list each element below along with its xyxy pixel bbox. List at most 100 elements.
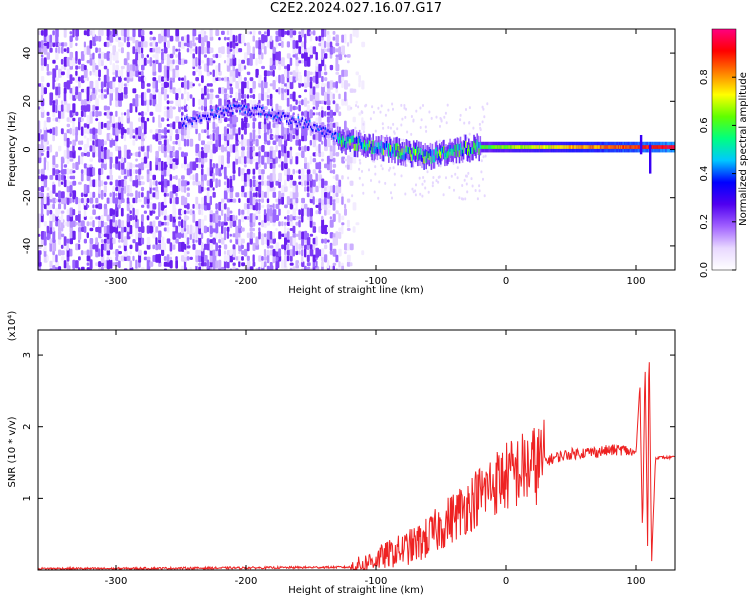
noise-cell	[292, 215, 297, 221]
noise-cell	[326, 138, 331, 147]
ridge-core-cell	[582, 145, 584, 149]
ridge-core-cell	[570, 145, 572, 149]
noise-cell	[106, 249, 111, 256]
noise-cell	[335, 81, 338, 89]
ridge-core-cell	[484, 145, 487, 149]
noise-cell	[229, 95, 233, 98]
noise-cell	[178, 226, 181, 233]
noise-cell	[112, 45, 116, 56]
ridge-core-cell	[431, 150, 434, 157]
noise-cell	[69, 127, 72, 135]
noise-cell	[298, 34, 302, 43]
noise-cell	[212, 191, 216, 198]
noise-cell	[212, 253, 217, 264]
noise-cell	[118, 116, 121, 123]
ridge-core-cell	[563, 145, 566, 149]
noise-cell	[420, 118, 423, 122]
ridge-core-cell	[397, 152, 399, 159]
noise-cell	[161, 29, 164, 36]
noise-cell	[335, 88, 338, 93]
ridge-core-cell	[462, 146, 465, 154]
noise-cell	[58, 198, 62, 203]
noise-cell	[476, 197, 479, 201]
ridge-core-cell	[412, 146, 415, 154]
ridge-core-cell	[653, 145, 655, 149]
noise-cell	[183, 75, 187, 83]
noise-cell	[66, 103, 71, 113]
ridge-core-cell	[310, 125, 312, 129]
ridge-core-cell	[661, 145, 664, 149]
noise-cell	[169, 109, 173, 119]
noise-cell	[266, 98, 270, 106]
noise-cell	[172, 184, 177, 194]
noise-cell	[206, 93, 210, 100]
noise-cell	[272, 140, 277, 145]
noise-cell	[346, 198, 351, 203]
noise-cell	[78, 230, 82, 240]
noise-cell	[38, 261, 42, 267]
noise-cell	[129, 250, 132, 255]
noise-cell	[321, 110, 324, 118]
noise-cell	[69, 150, 73, 158]
noise-cell	[252, 80, 256, 89]
noise-cell	[38, 132, 41, 142]
noise-cell	[269, 64, 274, 71]
noise-cell	[78, 65, 81, 70]
ridge-core-cell	[220, 112, 223, 115]
noise-cell	[346, 254, 351, 263]
noise-cell	[380, 164, 383, 168]
noise-cell	[49, 219, 53, 228]
noise-cell	[335, 152, 340, 157]
noise-cell	[212, 121, 216, 130]
noise-cell	[249, 77, 254, 82]
noise-cell	[206, 190, 210, 200]
ridge-core-cell	[285, 114, 287, 118]
noise-cell	[301, 249, 304, 257]
noise-cell	[321, 36, 324, 41]
noise-cell	[175, 192, 178, 197]
noise-cell	[80, 169, 84, 174]
noise-cell	[78, 256, 81, 261]
ridge-core-cell	[327, 129, 330, 132]
noise-cell	[161, 221, 165, 226]
noise-cell	[100, 29, 104, 36]
ridge-core-cell	[235, 104, 237, 108]
noise-cell	[115, 51, 119, 61]
noise-cell	[445, 176, 447, 180]
noise-cell	[46, 208, 50, 216]
noise-cell	[355, 100, 358, 104]
noise-cell	[63, 139, 68, 146]
ridge-core-cell	[427, 151, 430, 158]
noise-cell	[304, 126, 308, 136]
noise-cell	[243, 93, 247, 99]
ridge-core-cell	[355, 136, 358, 144]
noise-cell	[295, 201, 298, 211]
noise-cell	[80, 126, 84, 136]
ridge-core-cell	[356, 144, 359, 151]
ridge-core-cell	[191, 122, 193, 125]
noise-cell	[226, 226, 230, 233]
noise-cell	[60, 256, 65, 261]
ridge-core-cell	[470, 147, 472, 154]
noise-cell	[120, 42, 124, 47]
noise-cell	[355, 104, 357, 107]
noise-cell	[198, 83, 201, 87]
ridge-core-cell	[352, 135, 355, 143]
ridge-core-cell	[251, 106, 254, 110]
noise-cell	[263, 256, 267, 261]
noise-cell	[138, 254, 142, 263]
noise-cell	[315, 162, 319, 170]
noise-cell	[235, 42, 239, 47]
noise-cell	[355, 71, 359, 76]
noise-cell	[38, 83, 42, 87]
ridge-core-cell	[628, 145, 630, 149]
noise-cell	[169, 77, 173, 81]
noise-cell	[306, 232, 309, 238]
noise-cell	[123, 83, 128, 87]
noise-cell	[209, 254, 214, 263]
noise-cell	[112, 29, 116, 37]
noise-cell	[143, 210, 147, 214]
ridge-core-cell	[287, 114, 289, 118]
noise-cell	[309, 86, 313, 95]
noise-cell	[106, 225, 110, 234]
